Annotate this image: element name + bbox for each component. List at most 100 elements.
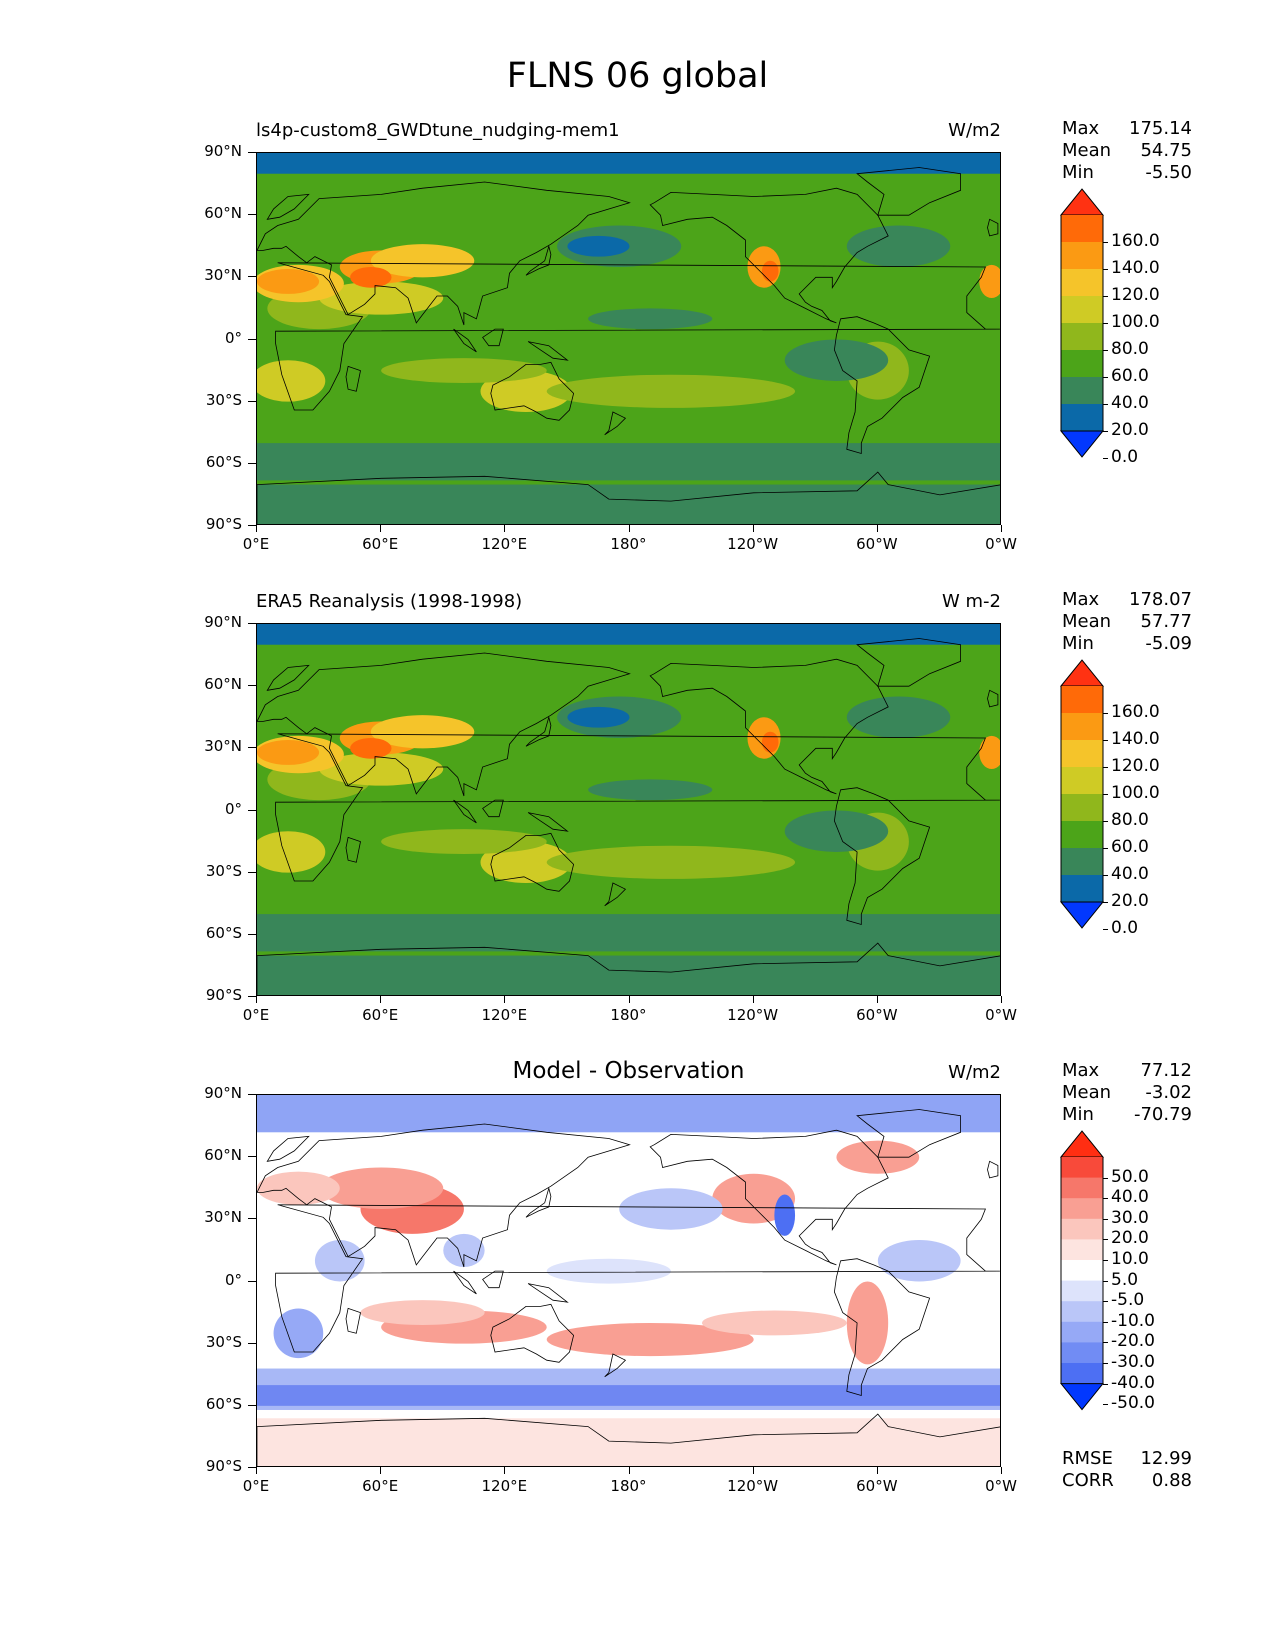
coastline-africa (275, 262, 1000, 411)
lon-tick-label: 180° (610, 535, 647, 553)
map-obs (256, 623, 1001, 996)
lon-tick (876, 996, 878, 1003)
lon-tick (1001, 525, 1002, 532)
coastline-sumatra (453, 1270, 477, 1295)
colorbar-label: 40.0 (1111, 1187, 1149, 1208)
colorbar-tick (1103, 1177, 1108, 1179)
colorbar-tick (1103, 821, 1108, 822)
colorbar-label: 80.0 (1111, 810, 1149, 830)
lat-tick (248, 623, 256, 624)
colorbar-label: 120.0 (1111, 285, 1160, 305)
lon-tick-label: 120°E (481, 1006, 528, 1024)
panel-model-title: ls4p-custom8_GWDtune_nudging-mem1 (256, 120, 620, 141)
colorbar-tick (1103, 1260, 1108, 1261)
colorbar-label: 60.0 (1111, 837, 1149, 857)
colorbar-tick (1103, 458, 1108, 459)
min-value: -70.79 (1133, 1104, 1192, 1125)
colorbar (1060, 659, 1104, 929)
lat-tick (248, 400, 256, 402)
coastline-greenland (856, 638, 961, 687)
coastline-japan (525, 1186, 552, 1218)
coastline-sumatra (453, 328, 477, 353)
colorbar (1060, 1130, 1104, 1411)
map-field (257, 153, 1000, 524)
lon-tick-label: 0°W (985, 535, 1017, 553)
colorbar-tick (1103, 740, 1108, 741)
lat-tick (248, 338, 256, 340)
lat-tick-label: 0° (224, 1270, 242, 1289)
colorbar-segment (1061, 875, 1103, 903)
lat-tick (248, 933, 256, 935)
lat-tick (248, 685, 256, 687)
panel-diff: Model - Observation W/m2 Max 77.12 Mean -3… (0, 1058, 1275, 1532)
colorbar-tick (1103, 1321, 1108, 1323)
colorbar-segment (1061, 404, 1103, 432)
lon-tick-label: 60°E (362, 1006, 399, 1024)
colorbar-label: 160.0 (1111, 702, 1160, 722)
colorbar-label: 100.0 (1111, 783, 1160, 803)
colorbar-segment (1061, 296, 1103, 324)
colorbar-label: 140.0 (1111, 729, 1160, 749)
colorbar-label: 30.0 (1111, 1207, 1149, 1228)
colorbar-tick (1103, 1239, 1108, 1241)
colorbar-segment (1061, 350, 1103, 378)
coastline-antarctica (257, 1413, 1000, 1466)
coastline-uk (987, 1160, 999, 1179)
mean-value: -3.02 (1145, 1082, 1192, 1103)
colorbar-segment (1061, 767, 1103, 795)
colorbar-segment (1061, 215, 1103, 243)
colorbar-segment (1061, 377, 1103, 405)
colorbar-tick (1103, 848, 1108, 849)
coastline-eurasia (257, 1123, 631, 1268)
lat-tick-label: 90°S (205, 1457, 242, 1475)
lat-tick (248, 525, 256, 526)
colorbar-segment (1061, 1239, 1103, 1261)
panel-diff-title: Model - Observation (512, 1058, 745, 1084)
colorbar-segment (1061, 1218, 1103, 1240)
coastline-scand (266, 664, 310, 691)
lon-tick-label: 60°E (362, 1477, 399, 1495)
lon-tick (256, 525, 257, 532)
lon-tick-label: 0°E (242, 1477, 270, 1495)
colorbar-segment (1061, 821, 1103, 849)
colorbar-segment (1061, 794, 1103, 822)
map-field (257, 1095, 1000, 1466)
coastline-samerica (833, 787, 931, 926)
min-value: -5.50 (1145, 162, 1192, 183)
lat-tick (248, 1156, 256, 1158)
colorbar-tick (1103, 431, 1108, 432)
lat-tick-label: 30°S (205, 390, 242, 409)
colorbar-label: 0.0 (1111, 918, 1139, 938)
max-label: Max (1062, 118, 1100, 139)
colorbar-tick (1103, 902, 1108, 903)
colorbar-label: 100.0 (1111, 312, 1160, 332)
lon-tick-label: 120°W (727, 1006, 779, 1024)
coastline-newguinea (527, 1283, 569, 1303)
colorbar-label: 40.0 (1111, 393, 1149, 413)
lat-tick-label: 60°N (204, 1146, 242, 1165)
lat-tick-label: 60°S (205, 452, 242, 471)
lon-tick (628, 525, 630, 532)
colorbar-label: 5.0 (1111, 1269, 1139, 1290)
lon-tick-label: 120°W (727, 535, 779, 553)
lon-tick-label: 120°E (481, 535, 528, 553)
lon-tick (876, 1467, 878, 1474)
lon-tick (628, 996, 630, 1003)
mean-label: Mean (1062, 611, 1112, 632)
colorbar-label: -40.0 (1111, 1372, 1155, 1393)
rmse-value: 12.99 (1140, 1448, 1192, 1469)
mean-value: 57.77 (1140, 611, 1192, 632)
lon-tick (380, 525, 382, 532)
colorbar-tick (1103, 242, 1108, 243)
colorbar-label: 140.0 (1111, 258, 1160, 278)
corr-value: 0.88 (1151, 1470, 1192, 1491)
max-value: 175.14 (1129, 118, 1192, 139)
lon-tick (504, 525, 506, 532)
coastline-greenland (856, 167, 961, 216)
colorbar-label: 20.0 (1111, 1228, 1149, 1249)
lon-tick (504, 1467, 506, 1474)
coastline-newzealand (604, 882, 627, 907)
colorbar-segment (1061, 1156, 1103, 1179)
coastline-newzealand (604, 1353, 627, 1378)
lon-tick (256, 1467, 257, 1474)
